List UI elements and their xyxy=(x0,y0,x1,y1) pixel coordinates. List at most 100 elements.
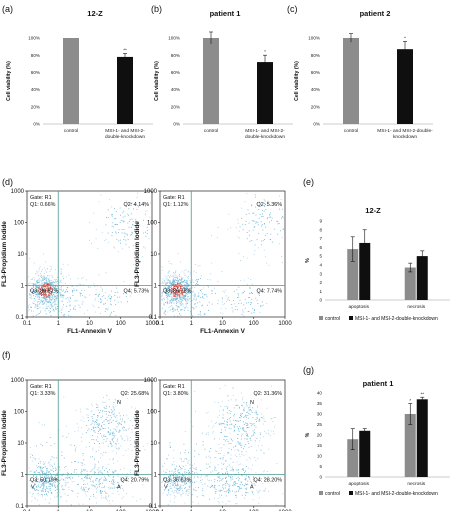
event-dot xyxy=(185,288,187,290)
event-dot xyxy=(220,480,222,481)
event-dot xyxy=(198,292,200,294)
event-dot xyxy=(194,468,196,470)
event-dot xyxy=(217,227,219,228)
event-dot xyxy=(181,294,183,296)
event-dot xyxy=(65,477,67,479)
event-dot xyxy=(233,482,235,484)
legend-label-knockdown: MSI-1- and MSI-2-double-knockdown xyxy=(355,491,438,497)
y-tick-label: 15 xyxy=(317,443,323,448)
event-dot xyxy=(92,430,94,432)
event-dot xyxy=(62,488,64,490)
event-dot xyxy=(137,237,139,238)
event-dot xyxy=(251,220,253,221)
event-dot xyxy=(83,484,84,485)
event-dot xyxy=(64,477,66,479)
event-dot xyxy=(173,299,174,301)
event-dot xyxy=(46,295,48,297)
event-dot xyxy=(80,284,82,285)
event-dot xyxy=(100,301,102,303)
event-dot xyxy=(67,290,68,292)
event-dot xyxy=(173,273,175,275)
event-dot xyxy=(223,484,225,486)
event-dot xyxy=(192,464,193,466)
event-dot xyxy=(268,448,270,450)
y-tick-label: 10 xyxy=(317,454,323,459)
event-dot xyxy=(49,481,51,483)
event-dot xyxy=(52,468,54,470)
event-dot xyxy=(196,443,197,445)
y-tick-label: 60% xyxy=(31,70,40,75)
event-dot xyxy=(130,227,132,228)
event-dot xyxy=(46,471,47,473)
event-dot xyxy=(234,425,236,427)
event-dot xyxy=(33,310,35,312)
event-dot xyxy=(110,442,112,444)
event-dot xyxy=(201,305,203,307)
event-dot xyxy=(174,299,176,301)
event-dot xyxy=(45,480,47,482)
event-dot xyxy=(44,294,46,295)
event-dot xyxy=(191,286,193,288)
event-dot xyxy=(259,312,261,314)
event-dot xyxy=(180,301,182,302)
event-dot xyxy=(166,297,168,298)
event-dot xyxy=(226,469,227,471)
event-dot xyxy=(162,307,164,309)
event-dot xyxy=(186,284,188,286)
event-dot xyxy=(60,478,62,480)
event-dot xyxy=(114,409,115,411)
event-dot xyxy=(47,462,49,464)
event-dot xyxy=(245,213,247,215)
event-dot xyxy=(110,432,112,434)
event-dot xyxy=(282,493,284,495)
event-dot xyxy=(81,440,83,442)
event-dot xyxy=(137,192,138,194)
event-dot xyxy=(113,404,115,405)
event-dot xyxy=(229,420,231,422)
event-dot xyxy=(129,203,131,205)
event-dot xyxy=(36,489,38,490)
event-dot xyxy=(196,283,197,284)
event-dot xyxy=(119,207,121,209)
event-dot xyxy=(52,282,54,284)
event-dot xyxy=(49,287,51,289)
event-dot xyxy=(181,461,183,463)
event-dot xyxy=(253,493,255,495)
event-dot xyxy=(42,474,43,476)
event-dot xyxy=(234,484,236,486)
event-dot xyxy=(161,282,163,284)
event-dot xyxy=(240,302,242,304)
event-dot xyxy=(178,275,180,277)
event-dot xyxy=(270,239,272,241)
event-dot xyxy=(63,278,65,280)
event-dot xyxy=(71,477,73,479)
event-dot xyxy=(260,205,262,207)
event-dot xyxy=(46,482,48,484)
event-dot xyxy=(52,308,54,310)
event-dot xyxy=(85,476,87,478)
event-dot xyxy=(108,495,109,497)
event-dot xyxy=(92,304,94,306)
event-dot xyxy=(126,414,128,416)
event-dot xyxy=(235,227,237,229)
event-dot xyxy=(41,276,42,278)
event-dot xyxy=(44,267,45,269)
event-dot xyxy=(240,482,242,484)
event-dot xyxy=(50,281,52,283)
event-dot xyxy=(226,483,228,485)
event-dot xyxy=(115,223,116,225)
event-dot xyxy=(180,303,182,305)
y-tick-label: 30 xyxy=(317,412,323,417)
event-dot xyxy=(174,280,175,282)
y-tick-label: 1000 xyxy=(11,378,25,384)
event-dot xyxy=(48,471,50,472)
event-dot xyxy=(180,314,182,316)
event-dot xyxy=(225,484,227,486)
event-dot xyxy=(260,221,262,223)
event-dot xyxy=(207,411,209,413)
event-dot xyxy=(169,276,170,278)
event-dot xyxy=(60,496,62,498)
event-dot xyxy=(175,476,177,478)
event-dot xyxy=(261,301,263,303)
